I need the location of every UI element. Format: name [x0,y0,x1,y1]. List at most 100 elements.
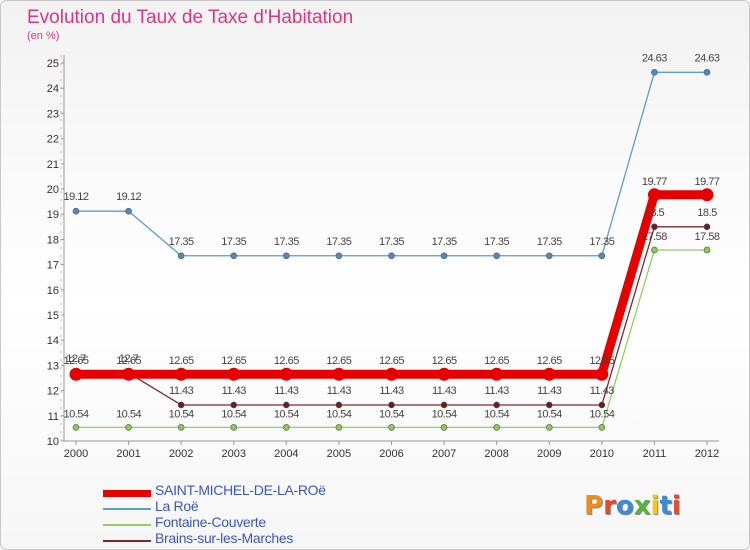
data-label: 12.65 [274,355,299,367]
data-label: 18.5 [697,207,717,219]
data-point [703,223,711,231]
data-point [122,367,136,381]
data-label: 19.77 [642,176,667,188]
data-label: 11.43 [379,385,404,397]
x-tick-label: 2009 [537,448,561,460]
chart-title: Evolution du Taux de Taxe d'Habitation [27,7,354,28]
data-label: 10.54 [221,408,246,420]
x-tick-label: 2002 [169,448,193,460]
data-label: 12.65 [379,355,404,367]
chart-subtitle: (en %) [27,30,60,42]
legend-label: Brains-sur-les-Marches [155,530,294,546]
data-label: 10.54 [432,408,457,420]
y-tick-label: 18 [47,234,59,246]
legend-label: SAINT-MICHEL-DE-LA-ROë [155,482,326,498]
x-tick-label: 2008 [484,448,508,460]
y-tick-label: 24 [47,83,59,95]
y-tick-label: 22 [47,134,59,146]
data-point [385,367,398,381]
x-tick-label: 2011 [643,448,667,460]
x-tick-label: 2003 [222,448,246,460]
data-label: 12.65 [63,355,88,367]
data-point [283,401,290,409]
data-label: 10.54 [326,408,351,420]
data-label: 10.54 [63,408,88,420]
data-point [651,69,658,76]
data-label: 10.54 [169,408,194,420]
legend-swatch [103,540,151,542]
data-point [230,252,238,260]
data-point [335,401,343,409]
data-point [493,401,500,409]
data-point [598,401,606,409]
data-point [388,424,395,431]
x-tick-label: 2012 [695,448,719,460]
data-label: 11.43 [432,385,457,397]
data-point [598,424,606,431]
data-label: 10.54 [116,408,141,420]
data-point [651,246,658,254]
data-label: 17.35 [484,236,509,248]
y-tick-label: 19 [47,209,59,221]
data-label: 11.43 [222,385,247,397]
data-point [177,424,185,431]
x-tick-label: 2006 [379,448,403,460]
data-point [125,207,132,215]
data-point [647,188,661,202]
data-point [440,252,448,260]
series-line-0 [71,190,712,379]
data-point [388,252,395,260]
data-label: 12.65 [326,355,351,367]
data-label: 12.7 [119,353,139,365]
data-point [332,367,346,381]
x-tick-label: 2005 [327,448,351,460]
data-point [283,424,290,431]
y-tick-label: 16 [47,285,59,297]
x-tick-label: 2007 [432,448,456,460]
data-label: 17.35 [537,236,562,248]
series-line-1 [75,71,708,257]
data-point [335,424,343,431]
data-label: 17.58 [694,231,719,243]
legend-swatch [103,524,151,526]
data-point [125,424,132,431]
y-tick-label: 12 [47,386,59,398]
y-tick-label: 14 [47,335,59,347]
y-tick-label: 10 [47,436,59,448]
data-label: 10.54 [537,408,562,420]
data-point [493,252,500,260]
data-point [493,424,500,431]
data-label: 12.65 [484,355,509,367]
data-point [230,401,238,409]
data-label: 12.65 [589,355,614,367]
data-label: 12.65 [116,355,141,367]
data-label: 17.35 [379,236,404,248]
data-point [595,367,609,381]
data-point [177,401,185,409]
data-point [69,367,83,381]
data-point [440,424,448,431]
data-point [545,424,553,431]
y-tick-label: 13 [47,360,59,372]
x-tick-label: 2010 [590,448,614,460]
legend-label: Fontaine-Couverte [155,514,266,530]
data-point [335,252,343,260]
data-label: 24.63 [642,52,667,64]
data-label: 11.43 [537,385,562,397]
data-label: 11.43 [327,385,352,397]
data-point [703,69,711,76]
data-point [545,401,553,409]
y-tick-label: 21 [47,159,59,171]
data-point [440,401,448,409]
x-tick-label: 2004 [274,448,298,460]
legend-label: La Roë [155,498,199,514]
data-point [72,207,80,215]
data-point [174,367,188,381]
data-point [545,252,553,260]
x-tick-label: 2001 [116,448,140,460]
data-label: 19.12 [63,191,88,203]
data-label: 11.43 [169,385,194,397]
data-label: 12.7 [66,353,86,365]
